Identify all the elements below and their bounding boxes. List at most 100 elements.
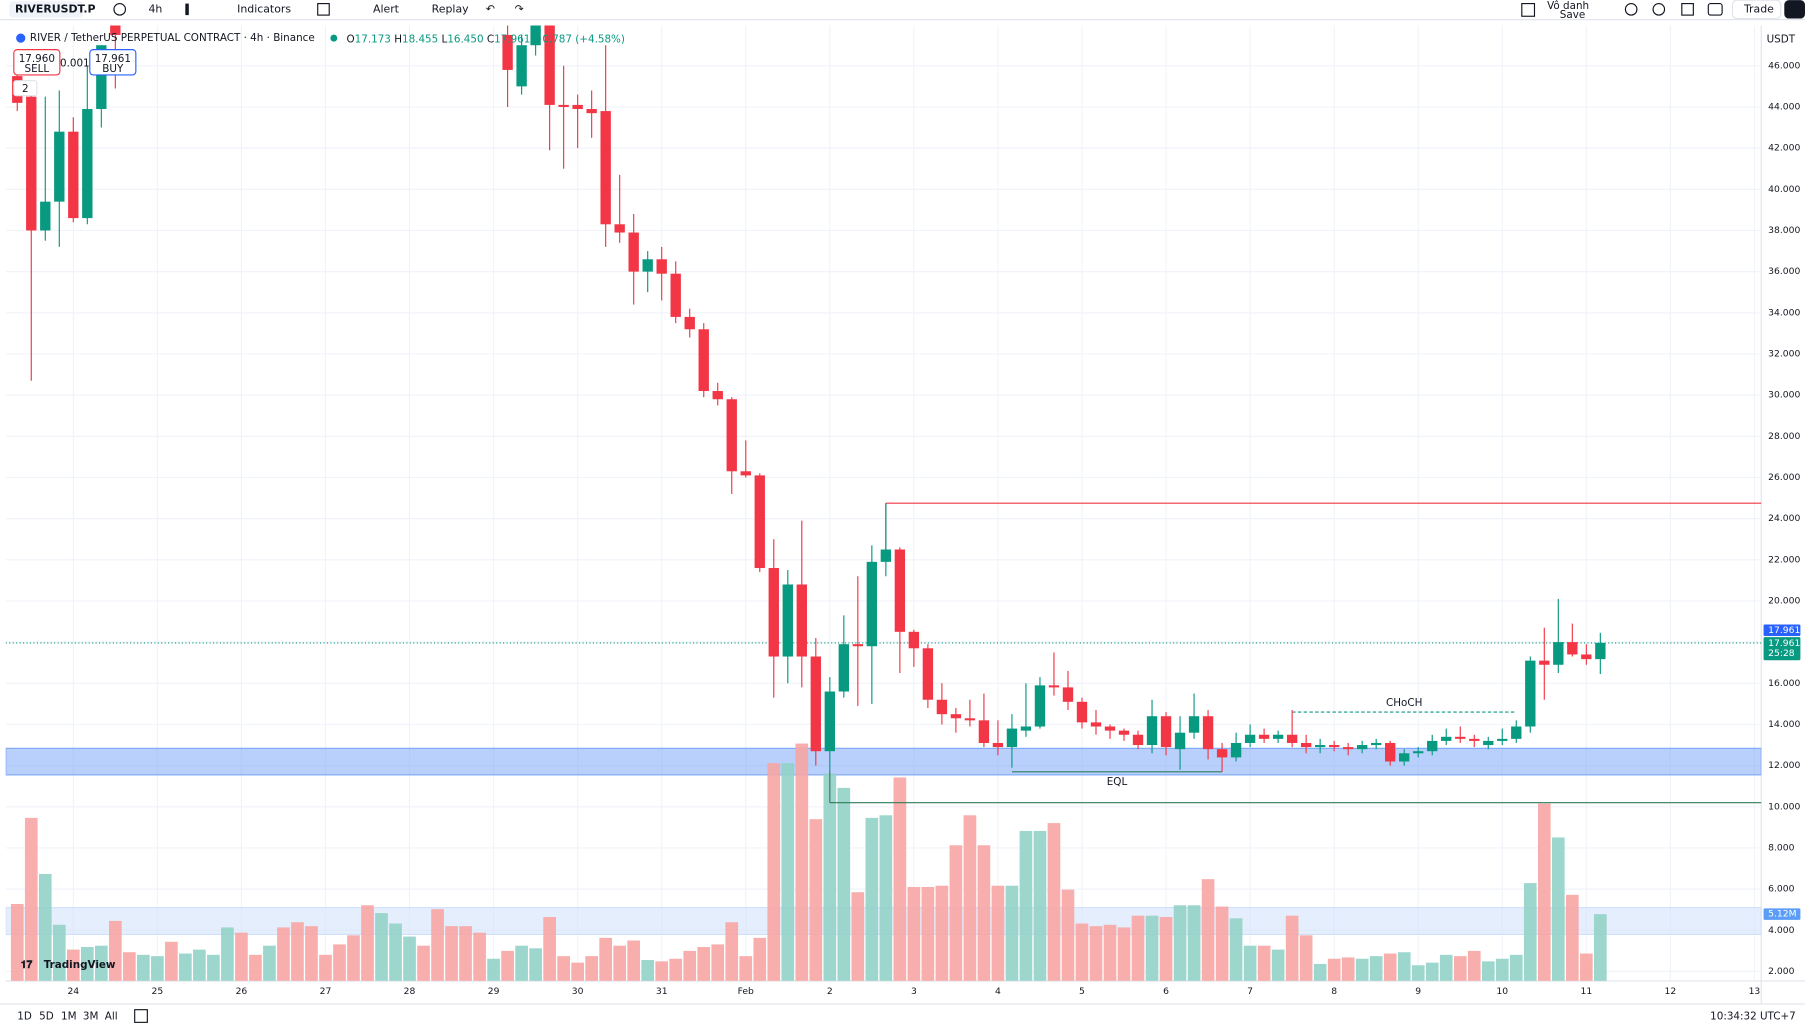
save[interactable]: Save — [1560, 9, 1585, 21]
sell-button[interactable] — [13, 49, 61, 76]
volume-bar — [599, 937, 612, 981]
snapshot-icon[interactable] — [1707, 3, 1723, 16]
add-symbol-icon[interactable] — [113, 3, 127, 16]
indicator-toggle[interactable] — [13, 80, 38, 97]
layout-icon[interactable] — [1521, 3, 1536, 17]
volume-bar — [1201, 879, 1215, 981]
volume-bar — [1425, 962, 1439, 981]
volume-bar — [319, 954, 332, 981]
volume-bar — [921, 887, 935, 981]
candle-body — [754, 475, 765, 569]
range-button[interactable]: 3M — [83, 1011, 99, 1023]
candle-body — [1202, 716, 1214, 750]
candle-body — [698, 329, 709, 392]
clock[interactable]: 10:34:32 UTC+7 — [1710, 1011, 1796, 1023]
profile-button[interactable] — [1784, 0, 1805, 19]
buy-label[interactable]: BUY — [102, 63, 124, 75]
goto-date-icon[interactable] — [134, 1009, 148, 1023]
x-tick-label: 28 — [404, 986, 416, 997]
axis-currency[interactable]: USDT — [1767, 33, 1796, 45]
candle-body — [1314, 745, 1326, 748]
bid-price: 17.961 — [1768, 625, 1800, 636]
volume-bar — [865, 817, 879, 981]
trade[interactable]: Trade — [1743, 2, 1774, 15]
eql-label: EQL — [1107, 776, 1128, 788]
trade-button[interactable] — [1731, 0, 1782, 20]
candle-body — [1497, 738, 1508, 741]
volume-bar — [963, 815, 977, 981]
volume-bar — [1089, 926, 1103, 981]
indicator-count[interactable]: 2 — [22, 83, 29, 95]
range-button[interactable]: 1D — [17, 1011, 32, 1023]
candle-body — [1328, 745, 1340, 748]
candle-body — [40, 201, 51, 231]
sell-label[interactable]: SELL — [25, 63, 50, 75]
volume-bar — [837, 787, 851, 981]
volume-bar — [80, 947, 94, 981]
indicators[interactable]: Indicators — [237, 2, 291, 15]
candle-body — [656, 259, 667, 274]
y-tick-label: 36.000 — [1768, 266, 1800, 277]
sell-price[interactable]: 17.960 — [19, 53, 55, 65]
profile[interactable]: Pu — [1788, 2, 1801, 15]
range-button[interactable]: 5D — [39, 1011, 54, 1023]
volume-bar — [907, 887, 921, 981]
search-icon[interactable] — [1624, 3, 1638, 16]
volume-bar — [543, 917, 556, 981]
volume-bar — [137, 954, 150, 981]
candle-body — [530, 25, 541, 46]
undo-icon[interactable]: ↶ — [486, 2, 495, 15]
volume-bar — [249, 954, 262, 981]
interval[interactable]: 4h — [148, 2, 162, 15]
volume-bar — [1537, 803, 1551, 981]
legend-c: C — [487, 33, 494, 45]
candle-body — [1511, 726, 1522, 739]
alert[interactable]: Alert — [373, 2, 400, 15]
replay[interactable]: Replay — [432, 2, 469, 15]
settings-icon[interactable] — [1652, 3, 1666, 16]
volume-bar — [1229, 918, 1243, 981]
volume-bar — [697, 947, 711, 981]
volume-bar — [1033, 830, 1047, 981]
buy-price[interactable]: 17.961 — [95, 53, 131, 65]
volume-bar — [1131, 915, 1145, 981]
symbol-logo — [16, 33, 26, 43]
y-tick-label: 2.000 — [1768, 966, 1794, 977]
candle-body — [1174, 732, 1186, 750]
candle-body — [1413, 751, 1424, 754]
volume-bar — [38, 873, 52, 981]
y-tick-label: 24.000 — [1768, 513, 1800, 524]
candle-body — [586, 109, 597, 114]
volume-bar — [1579, 953, 1593, 981]
x-tick-label: 8 — [1331, 986, 1337, 997]
symbol-box[interactable] — [9, 1, 83, 18]
last-price: 17.961 — [1768, 638, 1800, 649]
x-tick-label: 30 — [572, 986, 584, 997]
layout-name[interactable]: Vô danh — [1547, 0, 1589, 12]
candle-body — [1216, 749, 1228, 758]
y-tick-label: 16.000 — [1768, 678, 1800, 689]
templates-icon[interactable] — [317, 3, 330, 16]
range-button[interactable]: 1M — [61, 1011, 77, 1023]
quantity[interactable]: 0.001 — [60, 57, 90, 69]
redo-icon[interactable]: ↷ — [515, 2, 524, 15]
volume-badge — [1763, 908, 1801, 920]
symbol[interactable]: RIVERUSDT.P — [15, 2, 96, 15]
x-tick-label: 10 — [1496, 986, 1508, 997]
candle-body — [1399, 753, 1410, 762]
volume-bar — [123, 952, 136, 981]
candle-body — [82, 109, 93, 219]
candle-body — [1581, 654, 1592, 660]
candle-body — [1230, 742, 1242, 758]
fullscreen-icon[interactable] — [1681, 3, 1694, 16]
candle-body — [1048, 685, 1060, 688]
volume-bar — [221, 927, 234, 981]
x-tick-label: 25 — [152, 986, 164, 997]
chart-title: RIVER / TetherUS PERPETUAL CONTRACT · 4h… — [30, 32, 315, 44]
volume-bar — [277, 927, 290, 981]
buy-button[interactable] — [89, 49, 137, 76]
chart-type-icon[interactable] — [185, 3, 189, 16]
candle-body — [54, 131, 65, 202]
range-button[interactable]: All — [105, 1011, 118, 1023]
candle-body — [824, 691, 835, 752]
